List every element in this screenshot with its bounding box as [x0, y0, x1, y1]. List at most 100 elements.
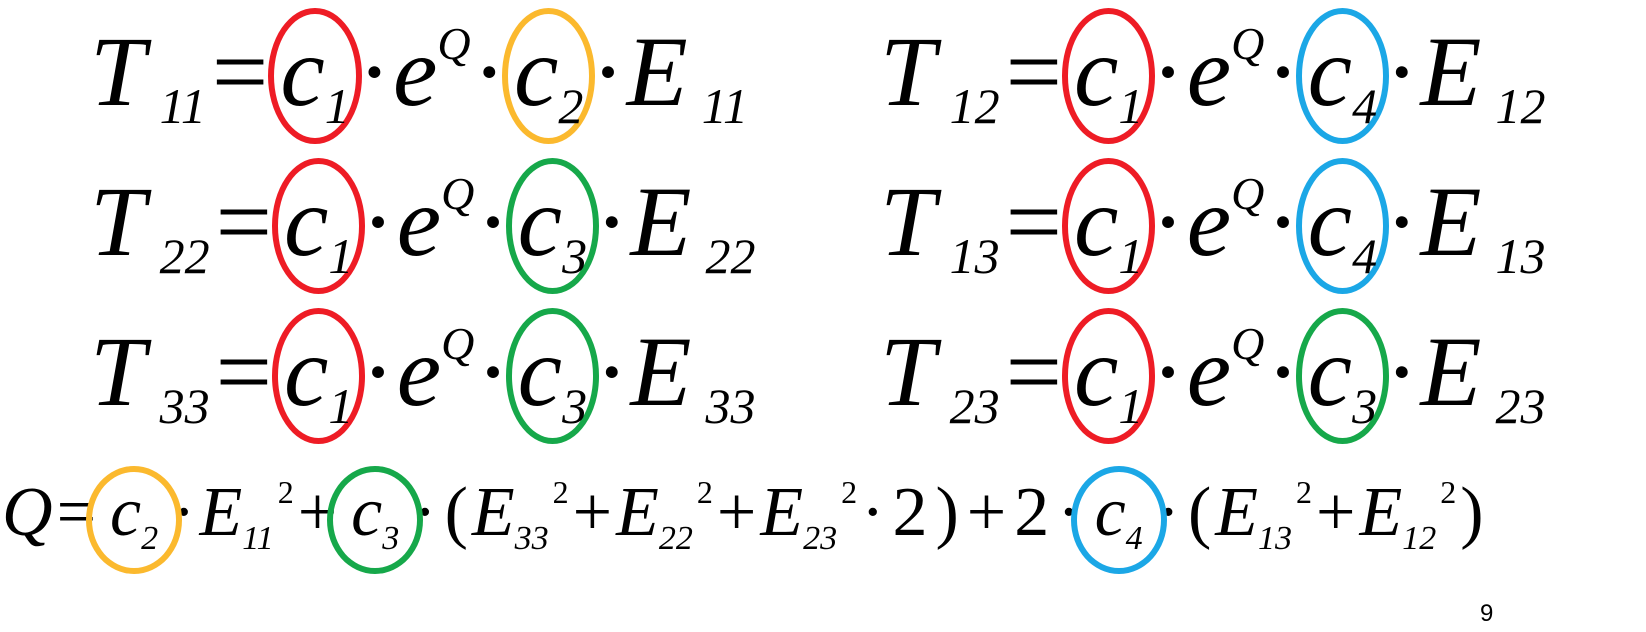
strain-subscript: 33 — [514, 520, 549, 557]
dot-operator: · — [476, 166, 510, 277]
plus-sign: + — [716, 474, 757, 551]
lhs-subscript: 12 — [949, 78, 1000, 134]
c2-subscript: 2 — [558, 78, 584, 134]
strain-symbol: E — [1420, 316, 1482, 427]
c4-subscript: 4 — [1125, 520, 1143, 557]
c1-symbol: c — [284, 316, 329, 427]
c1-symbol: c — [1074, 16, 1119, 127]
e-symbol: e — [396, 166, 442, 277]
dot-operator: · — [1385, 16, 1419, 127]
c3-highlight: c3 — [505, 158, 600, 294]
c3-subscript: 3 — [382, 520, 400, 557]
close-paren: ) — [1460, 474, 1484, 551]
plus-sign: + — [572, 474, 613, 551]
equals-sign: = — [1005, 166, 1063, 277]
dot-operator: · — [1385, 166, 1419, 277]
lhs-subscript: 11 — [159, 78, 206, 134]
exponent-q: Q — [1231, 18, 1265, 69]
strain-subscript: 12 — [1495, 78, 1546, 134]
c3-highlight: c3 — [327, 466, 424, 574]
equation-t23: T 23= c1·eQ·c3·E 23 — [880, 308, 1545, 444]
dot-operator: · — [361, 316, 395, 427]
plus-sign: + — [966, 474, 1007, 551]
dot-operator: · — [472, 16, 506, 127]
dot-operator: · — [1266, 16, 1300, 127]
c1-symbol: c — [284, 166, 329, 277]
page-number: 9 — [1480, 600, 1494, 627]
square-exponent: 2 — [1296, 474, 1313, 510]
e-symbol: e — [393, 16, 438, 127]
c1-highlight: c1 — [268, 8, 363, 144]
strain-symbol: E — [1359, 474, 1403, 551]
c1-subscript: 1 — [1118, 78, 1144, 134]
plus-sign: + — [1316, 474, 1356, 551]
c4-symbol: c — [1094, 474, 1126, 551]
equals-sign: = — [211, 16, 269, 127]
strain-subscript: 13 — [1258, 520, 1293, 557]
dot-operator: · — [357, 16, 392, 127]
lhs-subscript: 22 — [159, 228, 210, 284]
square-exponent: 2 — [552, 474, 569, 510]
equation-q: Q= c2 ·E112+ c3 · (E332+E222+E232· 2) +2 · c4 · (E1… — [2, 466, 1488, 574]
strain-subscript: 12 — [1402, 520, 1437, 557]
square-exponent: 2 — [696, 474, 713, 510]
c4-highlight: c4 — [1295, 158, 1390, 294]
strain-symbol: E — [760, 474, 804, 551]
c1-highlight: c1 — [272, 308, 366, 444]
lhs-symbol: T — [90, 16, 146, 127]
c3-highlight: c3 — [505, 308, 600, 444]
dot-operator: · — [1151, 316, 1185, 427]
dot-operator: · — [1151, 166, 1185, 277]
c1-symbol: c — [280, 16, 325, 127]
close-paren: ) — [935, 474, 959, 551]
dot-operator: · — [1266, 166, 1300, 277]
c2-symbol: c — [513, 16, 559, 127]
exponent-q: Q — [1231, 318, 1265, 369]
lhs-symbol: T — [880, 166, 936, 277]
dot-operator: · — [1385, 316, 1419, 427]
strain-subscript: 33 — [705, 378, 756, 434]
c2-highlight: c2 — [86, 466, 183, 574]
c3-symbol: c — [1307, 316, 1353, 427]
c1-highlight: c1 — [1062, 158, 1156, 294]
dot-operator: · — [1151, 16, 1185, 127]
c1-subscript: 1 — [328, 378, 354, 434]
dot-operator: · — [591, 16, 625, 127]
c4-highlight: c4 — [1295, 8, 1390, 144]
c3-subscript: 3 — [562, 228, 588, 284]
c4-symbol: c — [1307, 16, 1353, 127]
equals-sign: = — [215, 166, 273, 277]
equation-t13: T 13= c1·eQ·c4·E 13 — [880, 158, 1545, 294]
c3-highlight: c3 — [1295, 308, 1390, 444]
c1-highlight: c1 — [272, 158, 366, 294]
dot-operator: · — [861, 474, 885, 551]
strain-subscript: 22 — [658, 520, 693, 557]
exponent-q: Q — [437, 18, 471, 69]
square-exponent: 2 — [1440, 474, 1457, 510]
c4-symbol: c — [1307, 166, 1353, 277]
strain-symbol: E — [630, 316, 692, 427]
strain-symbol: E — [630, 166, 692, 277]
lhs-subscript: 13 — [949, 228, 1000, 284]
e-symbol: e — [1186, 316, 1232, 427]
c4-highlight: c4 — [1070, 466, 1167, 574]
c1-symbol: c — [1074, 166, 1119, 277]
c3-symbol: c — [351, 474, 383, 551]
c2-symbol: c — [110, 474, 142, 551]
lhs-symbol: T — [90, 316, 146, 427]
strain-subscript: 22 — [705, 228, 756, 284]
c1-subscript: 1 — [1118, 228, 1144, 284]
exponent-q: Q — [1231, 168, 1265, 219]
equals-sign: = — [1005, 316, 1063, 427]
strain-subscript: 13 — [1495, 228, 1546, 284]
dot-operator: · — [595, 166, 629, 277]
equation-t22: T 22= c1·eQ·c3·E 22 — [90, 158, 755, 294]
c3-subscript: 3 — [562, 378, 588, 434]
lhs-symbol: T — [880, 316, 936, 427]
exponent-q: Q — [441, 168, 475, 219]
dot-operator: · — [595, 316, 629, 427]
c3-symbol: c — [517, 316, 563, 427]
e-symbol: e — [1186, 166, 1232, 277]
number-two: 2 — [892, 474, 928, 551]
strain-symbol: E — [616, 474, 659, 551]
